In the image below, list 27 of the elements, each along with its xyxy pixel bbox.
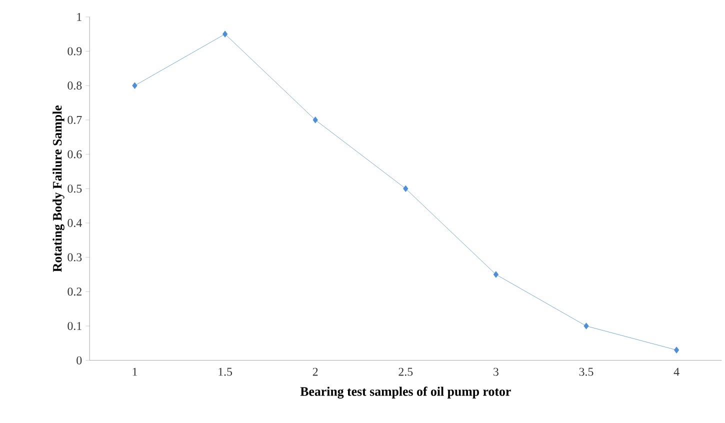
x-tick-label: 3: [494, 368, 498, 376]
y-tick-label: 0.5: [68, 184, 82, 193]
y-tick-label: 0.7: [68, 116, 82, 124]
x-tick-label: 2: [312, 368, 318, 376]
y-tick-label: 0.2: [68, 288, 82, 296]
point: [493, 271, 499, 278]
y-tick-label: 0.8: [68, 82, 82, 90]
point: [674, 346, 680, 354]
x-tick-label: 1: [132, 368, 138, 376]
y-tick-label: 0.3: [68, 253, 82, 262]
point: [312, 116, 318, 124]
point: [584, 322, 589, 330]
y-tick-label: 0.1: [68, 322, 82, 330]
y-tick-label: 1: [77, 12, 82, 21]
y-tick-label: 0.4: [68, 218, 82, 227]
x-tick-label: 1.5: [218, 368, 232, 376]
point: [132, 82, 138, 89]
y-tick-label: 0.9: [68, 47, 82, 56]
x-tick-label: 4: [674, 368, 680, 376]
x-axis-title: Bearing test samples of oil pump rotor: [300, 386, 511, 399]
point: [403, 185, 408, 192]
y-tick-label: 0: [76, 356, 82, 364]
y-tick-label: 0.6: [68, 150, 82, 158]
y-axis-title: Rotating Body Failure Sample: [52, 105, 64, 272]
x-tick-label: 3.5: [579, 368, 594, 376]
point: [222, 30, 228, 38]
x-tick-label: 2.5: [398, 368, 413, 376]
